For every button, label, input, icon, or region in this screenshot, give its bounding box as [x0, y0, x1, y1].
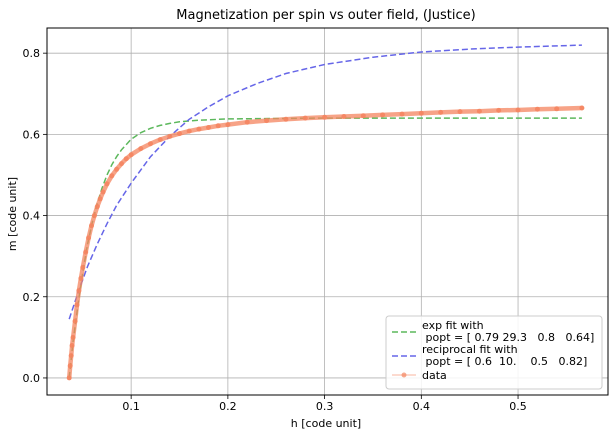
data-point	[138, 146, 144, 152]
data-point	[534, 106, 540, 112]
data-point	[66, 375, 72, 381]
legend-entry-2: data	[422, 369, 447, 382]
data-point	[114, 166, 120, 172]
chart-title: Magnetization per spin vs outer field, (…	[176, 8, 475, 23]
data-point	[322, 114, 328, 120]
data-point	[123, 156, 129, 162]
data-point	[86, 235, 92, 241]
data-point	[177, 131, 182, 137]
data-point	[186, 128, 192, 134]
ticks: 0.1 0.2 0.3 0.4 0.5 0.0 0.2 0.4 0.6 0.8	[23, 47, 527, 413]
data-point	[69, 343, 75, 348]
x-tick-label: 0.4	[413, 400, 431, 413]
data-point	[157, 137, 163, 143]
data-point	[283, 116, 289, 122]
data-point	[167, 133, 173, 139]
data-point	[215, 123, 221, 129]
data-point	[83, 249, 89, 255]
grid	[47, 28, 608, 395]
x-tick-label: 0.2	[219, 400, 237, 413]
data-point	[360, 113, 366, 119]
legend-handle-data-marker	[401, 372, 407, 378]
legend-box	[385, 315, 603, 390]
data-point	[94, 204, 100, 210]
legend-entry-1: reciprocal fit with popt = [ 0.6 10. 0.5…	[422, 343, 587, 368]
data-point	[515, 107, 521, 113]
data-point	[196, 126, 202, 132]
data-point	[399, 111, 405, 117]
data-point	[438, 109, 444, 115]
data-point	[418, 110, 424, 116]
data-point	[302, 115, 308, 121]
data-point	[67, 363, 73, 369]
y-tick-label: 0.6	[23, 128, 41, 141]
data-point	[579, 105, 585, 111]
data-point	[97, 196, 103, 202]
data-point	[119, 161, 124, 167]
data-point	[68, 353, 74, 359]
data-point	[264, 118, 270, 124]
series-line-1	[68, 44, 582, 320]
data-point	[244, 119, 250, 125]
data-point	[78, 276, 84, 281]
data-point	[104, 181, 110, 187]
data-point	[70, 334, 76, 340]
data-point	[100, 189, 106, 195]
data-point	[380, 112, 386, 118]
legend-entry-0: exp fit with popt = [ 0.79 29.3 0.8 0.64…	[422, 319, 594, 344]
data-point	[89, 223, 94, 229]
data-point	[496, 107, 502, 113]
data-point	[341, 114, 347, 119]
y-tick-label: 0.2	[23, 291, 41, 304]
data-point	[80, 265, 86, 270]
y-tick-label: 0.0	[23, 372, 41, 385]
data-point	[128, 152, 134, 158]
data-point	[148, 141, 153, 147]
data-point	[74, 302, 80, 308]
legend: exp fit with popt = [ 0.79 29.3 0.8 0.64…	[385, 315, 603, 390]
y-tick-label: 0.8	[23, 47, 41, 60]
x-tick-label: 0.1	[122, 400, 140, 413]
plot-frame	[46, 27, 609, 396]
data-point	[225, 122, 231, 128]
data-point	[76, 288, 82, 294]
data-point	[554, 106, 560, 112]
data-point	[72, 318, 78, 324]
x-tick-label: 0.3	[316, 400, 334, 413]
data-point	[206, 125, 211, 130]
data-point	[476, 108, 482, 114]
x-tick-label: 0.5	[509, 400, 527, 413]
series-layer	[66, 44, 585, 381]
data-point	[91, 213, 97, 219]
y-tick-label: 0.4	[23, 210, 41, 223]
x-axis-label: h [code unit]	[291, 417, 361, 430]
data-point	[109, 173, 115, 179]
y-axis-label: m [code unit]	[6, 177, 19, 251]
data-point	[457, 109, 463, 115]
